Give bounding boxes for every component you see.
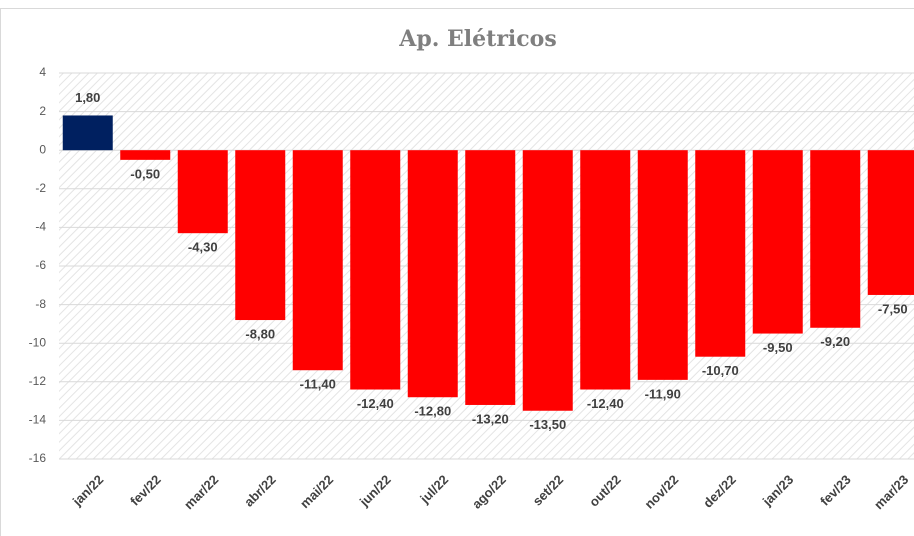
value-label: -13,50 <box>529 417 566 432</box>
value-label: -7,50 <box>878 301 908 316</box>
bar <box>292 150 343 371</box>
bar <box>580 150 631 390</box>
bar <box>522 150 573 411</box>
bar <box>810 150 861 328</box>
bar <box>695 150 746 357</box>
bar <box>867 150 914 295</box>
value-label: -9,20 <box>820 334 850 349</box>
bar <box>752 150 803 334</box>
y-tick-label: -6 <box>35 258 46 272</box>
y-tick-label: 0 <box>39 142 46 156</box>
y-tick-label: 2 <box>39 104 46 118</box>
value-label: 1,80 <box>75 90 100 105</box>
value-label: -10,70 <box>702 363 739 378</box>
value-label: -8,80 <box>245 326 275 341</box>
value-label: -11,90 <box>645 386 681 401</box>
chart-title: Ap. Elétricos <box>398 26 556 52</box>
value-label: -4,30 <box>188 240 218 255</box>
bar <box>235 150 286 321</box>
bar <box>62 115 113 151</box>
value-label: -9,50 <box>763 340 793 355</box>
value-label: -12,80 <box>414 404 451 419</box>
value-label: -0,50 <box>130 166 160 181</box>
bar <box>637 150 688 380</box>
bar <box>120 150 171 160</box>
y-tick-label: -12 <box>29 374 47 388</box>
y-tick-label: -10 <box>29 335 47 349</box>
y-tick-label: -8 <box>35 297 46 311</box>
y-tick-label: -16 <box>29 451 47 465</box>
y-tick-label: -4 <box>35 220 46 234</box>
y-tick-label: -2 <box>35 181 46 195</box>
value-label: -11,40 <box>300 377 336 392</box>
y-tick-label: -14 <box>29 413 47 427</box>
bar <box>177 150 228 234</box>
bar <box>350 150 401 390</box>
y-tick-label: 4 <box>39 65 46 79</box>
value-label: -12,40 <box>587 396 624 411</box>
bar <box>465 150 516 405</box>
value-label: -13,20 <box>472 411 509 426</box>
value-label: -12,40 <box>357 396 394 411</box>
bar <box>407 150 458 398</box>
